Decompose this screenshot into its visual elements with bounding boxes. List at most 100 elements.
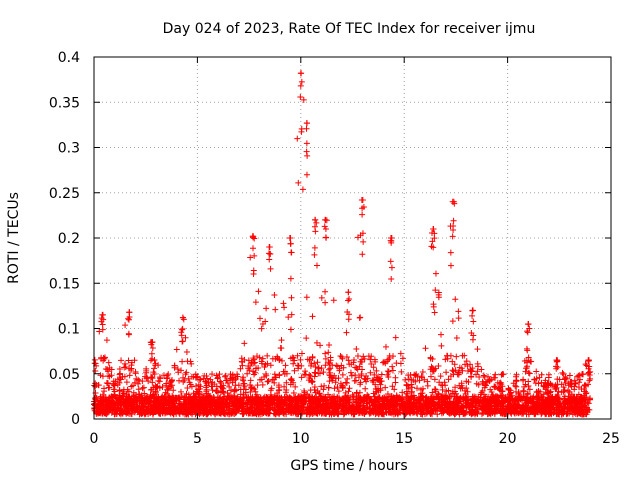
data-point bbox=[303, 294, 310, 301]
data-point bbox=[563, 375, 570, 382]
data-point bbox=[204, 393, 211, 400]
data-point bbox=[382, 360, 389, 367]
data-point bbox=[314, 410, 321, 417]
data-point bbox=[459, 367, 466, 374]
data-point bbox=[234, 373, 241, 380]
data-point bbox=[360, 238, 367, 245]
data-point bbox=[204, 375, 211, 382]
data-point bbox=[574, 373, 581, 380]
data-point bbox=[585, 369, 592, 376]
data-point bbox=[540, 408, 547, 415]
data-point bbox=[447, 249, 454, 256]
data-point bbox=[392, 379, 399, 386]
data-point bbox=[571, 386, 578, 393]
data-point bbox=[430, 301, 437, 308]
data-point bbox=[525, 354, 532, 361]
data-point bbox=[583, 394, 590, 401]
data-point bbox=[323, 396, 330, 403]
data-point bbox=[359, 196, 366, 203]
data-point bbox=[450, 398, 457, 405]
data-point bbox=[169, 399, 176, 406]
data-point bbox=[272, 306, 279, 313]
data-point bbox=[374, 395, 381, 402]
data-point bbox=[240, 377, 247, 384]
data-point bbox=[179, 314, 186, 321]
data-point bbox=[322, 401, 329, 408]
data-point bbox=[149, 345, 156, 352]
data-point bbox=[182, 406, 189, 413]
data-point bbox=[201, 405, 208, 412]
data-point bbox=[345, 316, 352, 323]
data-point bbox=[420, 401, 427, 408]
data-point bbox=[257, 315, 264, 322]
data-point bbox=[169, 376, 176, 383]
data-point bbox=[355, 374, 362, 381]
data-point bbox=[344, 394, 351, 401]
data-point bbox=[311, 386, 318, 393]
y-tick-label: 0.1 bbox=[58, 322, 80, 338]
data-point bbox=[176, 377, 183, 384]
data-point bbox=[568, 383, 575, 390]
data-point bbox=[195, 406, 202, 413]
data-point bbox=[449, 233, 456, 240]
data-point bbox=[397, 350, 404, 357]
data-point bbox=[383, 409, 390, 416]
data-point bbox=[115, 404, 122, 411]
data-point bbox=[211, 397, 218, 404]
data-point bbox=[455, 315, 462, 322]
data-point bbox=[578, 386, 585, 393]
data-point bbox=[241, 340, 248, 347]
data-point bbox=[325, 384, 332, 391]
data-point bbox=[153, 384, 160, 391]
data-point bbox=[205, 409, 212, 416]
data-point bbox=[388, 264, 395, 271]
data-point bbox=[384, 404, 391, 411]
data-point bbox=[220, 400, 227, 407]
data-point bbox=[198, 400, 205, 407]
data-point bbox=[143, 408, 150, 415]
data-point bbox=[585, 357, 592, 364]
data-point bbox=[538, 371, 545, 378]
data-point bbox=[381, 402, 388, 409]
data-point bbox=[350, 359, 357, 366]
data-point bbox=[466, 404, 472, 411]
data-point bbox=[213, 372, 220, 379]
data-point bbox=[552, 394, 559, 401]
data-point bbox=[227, 387, 234, 394]
data-point bbox=[125, 315, 132, 322]
data-point bbox=[474, 407, 481, 414]
data-point bbox=[346, 296, 353, 303]
data-point bbox=[310, 404, 317, 411]
data-point bbox=[264, 352, 271, 359]
data-point bbox=[299, 186, 306, 193]
data-point bbox=[123, 379, 130, 386]
data-point bbox=[149, 375, 156, 382]
data-point bbox=[273, 410, 280, 417]
data-point bbox=[422, 345, 429, 352]
data-point bbox=[287, 326, 294, 333]
data-point bbox=[429, 230, 436, 237]
data-point bbox=[561, 395, 568, 402]
data-point bbox=[372, 381, 379, 388]
data-point bbox=[393, 392, 400, 399]
data-point bbox=[148, 374, 155, 381]
data-point bbox=[139, 385, 146, 392]
data-point bbox=[564, 408, 571, 415]
data-point bbox=[178, 388, 185, 395]
data-point bbox=[390, 394, 397, 401]
data-point bbox=[352, 377, 359, 384]
data-point bbox=[294, 135, 301, 142]
data-point bbox=[234, 395, 241, 402]
data-point bbox=[254, 382, 261, 389]
data-point bbox=[231, 399, 238, 406]
data-point bbox=[476, 374, 483, 381]
data-point bbox=[533, 394, 540, 401]
data-point bbox=[122, 364, 129, 371]
data-point bbox=[304, 152, 311, 159]
data-point bbox=[388, 235, 395, 241]
data-point bbox=[99, 326, 106, 333]
data-point bbox=[443, 388, 450, 395]
data-point bbox=[222, 372, 229, 379]
data-point bbox=[322, 226, 329, 233]
